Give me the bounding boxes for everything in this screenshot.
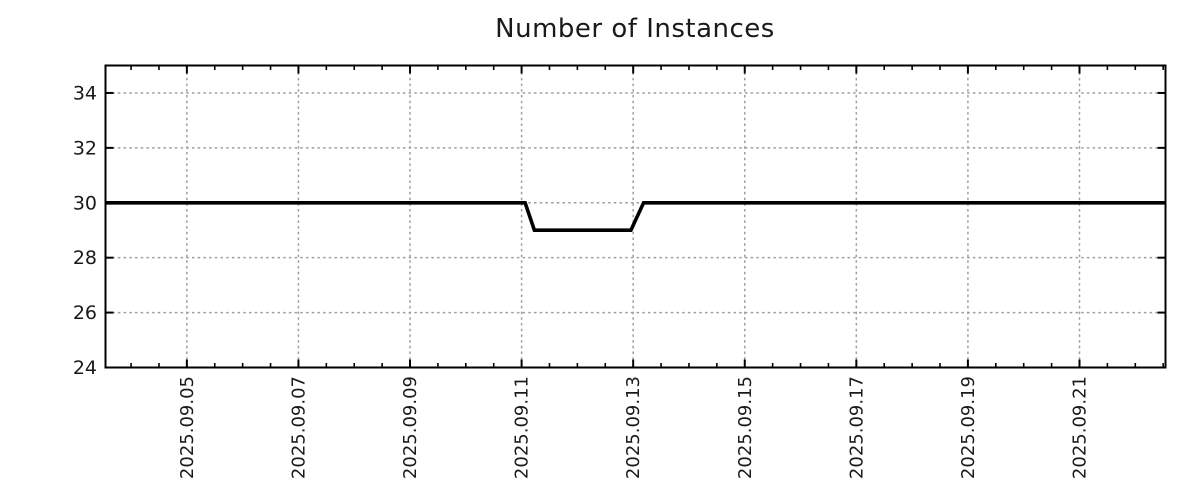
- x-tick-label: 2025.09.15: [735, 376, 756, 479]
- x-tick-label: 2025.09.19: [958, 376, 979, 479]
- x-tick-label: 2025.09.07: [288, 376, 309, 479]
- y-tick-label: 32: [73, 137, 97, 159]
- y-tick-label: 24: [73, 357, 97, 379]
- x-tick-label: 2025.09.21: [1069, 376, 1090, 479]
- y-tick-label: 28: [73, 247, 97, 269]
- plot-border: [104, 64, 1167, 369]
- y-tick-label: 30: [73, 192, 97, 214]
- series-line-instances: [105, 201, 1166, 232]
- x-tick-label: 2025.09.09: [400, 376, 421, 479]
- y-tick-label: 26: [73, 302, 97, 324]
- x-tick-label: 2025.09.05: [177, 376, 198, 479]
- chart-title: Number of Instances: [495, 14, 775, 44]
- y-tick-label: 34: [73, 82, 97, 104]
- x-tick-label: 2025.09.11: [512, 376, 533, 479]
- x-tick-label: 2025.09.13: [623, 376, 644, 479]
- x-tick-label: 2025.09.17: [846, 376, 867, 479]
